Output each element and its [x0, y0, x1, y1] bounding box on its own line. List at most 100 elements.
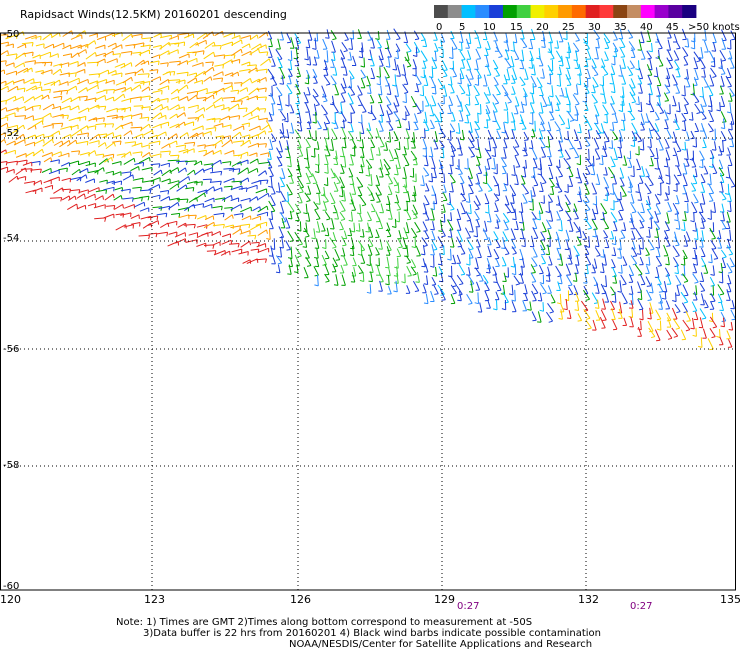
wind-barb	[711, 254, 712, 262]
wind-barb	[415, 74, 421, 84]
wind-barb	[651, 139, 652, 148]
wind-barb	[673, 246, 680, 256]
wind-barb-tick	[648, 147, 652, 148]
wind-barb-tick	[105, 143, 106, 147]
wind-barb	[434, 201, 435, 210]
wind-barb	[43, 34, 51, 40]
wind-barb	[679, 102, 680, 112]
wind-barb-tick	[594, 102, 598, 103]
wind-barb-tick	[633, 256, 637, 257]
wind-barb	[353, 30, 354, 39]
wind-barb-tick	[376, 202, 380, 203]
wind-barb	[313, 89, 318, 96]
wind-barb	[548, 285, 551, 293]
wind-barb	[710, 277, 714, 285]
wind-barb-tick	[150, 190, 151, 194]
wind-barb-tick	[713, 76, 717, 77]
wind-barb-tick	[139, 167, 140, 171]
wind-barb-tick	[602, 293, 606, 294]
wind-barb	[551, 294, 555, 302]
wind-barb-tick	[380, 146, 384, 147]
wind-barb	[407, 245, 408, 257]
wind-barb	[398, 258, 399, 269]
wind-barb-tick	[731, 96, 735, 97]
wind-barb-tick	[362, 112, 366, 113]
wind-barb-tick	[194, 170, 195, 174]
wind-barb-tick	[731, 186, 735, 187]
wind-barb	[44, 158, 51, 162]
wind-barb-tick	[290, 241, 294, 242]
wind-barb-tick	[538, 174, 542, 175]
wind-barb	[649, 229, 650, 237]
wind-barb	[387, 47, 391, 57]
wind-barb	[720, 86, 723, 94]
wind-barb	[215, 136, 223, 137]
wind-barb-tick	[281, 186, 285, 187]
wind-barb-tick	[487, 222, 491, 223]
wind-barb	[541, 147, 545, 157]
wind-barb	[450, 175, 455, 182]
wind-barb	[486, 109, 490, 120]
wind-barb	[153, 45, 161, 47]
wind-barb	[505, 247, 509, 254]
wind-barb-tick	[586, 299, 590, 300]
wind-barb	[570, 101, 571, 113]
wind-barb	[723, 140, 724, 152]
wind-barb	[115, 188, 123, 190]
wind-barb	[612, 259, 616, 267]
wind-barb-tick	[204, 108, 205, 112]
wind-barb-tick	[477, 59, 481, 60]
wind-barb-tick	[577, 245, 581, 246]
wind-barb	[444, 85, 447, 96]
wind-barb-tick	[650, 249, 654, 250]
wind-barb	[377, 186, 382, 195]
wind-barb-tick	[169, 151, 170, 155]
wind-barb	[423, 222, 427, 231]
wind-barb	[423, 258, 425, 266]
wind-barb	[7, 161, 18, 163]
wind-barb	[650, 83, 653, 94]
wind-barb-tick	[655, 119, 659, 120]
wind-barb	[666, 120, 669, 128]
wind-barb	[62, 98, 71, 103]
wind-barb	[187, 91, 198, 93]
wind-barb	[664, 110, 668, 120]
wind-barb	[250, 225, 260, 230]
wind-barb-tick	[605, 228, 609, 229]
wind-barb-tick	[161, 207, 162, 211]
wind-barb-tick	[241, 101, 242, 105]
wind-barb	[132, 52, 141, 53]
wind-barb	[77, 69, 85, 72]
wind-barb	[150, 178, 160, 182]
wind-barb-tick	[215, 128, 216, 132]
wind-barb	[560, 75, 561, 86]
wind-barb-tick	[701, 291, 705, 292]
wind-barb	[316, 112, 317, 123]
wind-barb	[367, 76, 371, 86]
wind-barb	[730, 93, 732, 102]
wind-barb-tick	[297, 230, 301, 231]
wind-barb	[638, 75, 642, 83]
wind-barb	[63, 31, 72, 37]
wind-barb	[683, 250, 688, 258]
wind-barb-tick	[614, 40, 618, 41]
wind-barb	[621, 265, 622, 273]
wind-barb-tick	[266, 77, 267, 81]
wind-barb	[415, 122, 419, 129]
wind-barb	[638, 96, 639, 104]
wind-barb	[721, 250, 726, 257]
wind-barb	[42, 89, 51, 90]
wind-barb	[204, 168, 213, 171]
wind-barb	[514, 50, 519, 59]
wind-barb-tick	[159, 61, 160, 65]
wind-barb	[700, 58, 706, 68]
wind-barb	[178, 168, 185, 173]
wind-barb	[432, 277, 436, 284]
wind-barb	[657, 39, 662, 49]
wind-barb-tick	[153, 130, 154, 134]
wind-barb-tick	[487, 158, 491, 159]
wind-barb	[272, 86, 273, 97]
wind-barb-tick	[299, 192, 303, 193]
wind-barb-tick	[189, 177, 190, 181]
wind-barb	[648, 239, 654, 249]
